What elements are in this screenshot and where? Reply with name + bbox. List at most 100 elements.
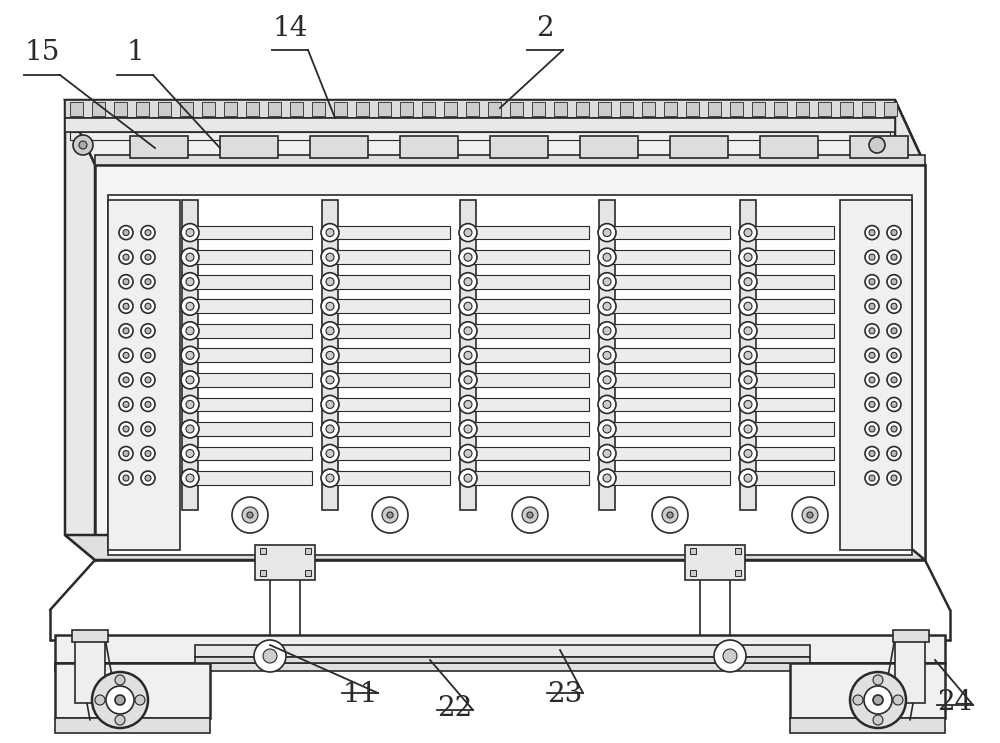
- Circle shape: [135, 695, 145, 705]
- Text: 22: 22: [437, 695, 473, 721]
- Polygon shape: [65, 100, 95, 560]
- Circle shape: [739, 444, 757, 463]
- Bar: [332, 324, 450, 337]
- Bar: [840, 102, 853, 116]
- Bar: [609, 299, 730, 313]
- Circle shape: [850, 672, 906, 728]
- Circle shape: [459, 371, 477, 389]
- Circle shape: [119, 250, 133, 265]
- Circle shape: [119, 348, 133, 363]
- Bar: [750, 226, 834, 239]
- Circle shape: [372, 497, 408, 533]
- Bar: [895, 638, 925, 703]
- Circle shape: [603, 474, 611, 482]
- Circle shape: [181, 224, 199, 241]
- Bar: [750, 275, 834, 288]
- Bar: [65, 100, 895, 118]
- Bar: [850, 136, 908, 158]
- Text: 23: 23: [547, 681, 583, 709]
- Circle shape: [891, 352, 897, 358]
- Bar: [75, 638, 105, 703]
- Circle shape: [739, 322, 757, 340]
- Bar: [422, 102, 435, 116]
- Circle shape: [603, 327, 611, 335]
- Bar: [192, 398, 312, 412]
- Circle shape: [869, 254, 875, 260]
- Bar: [444, 102, 457, 116]
- Circle shape: [321, 469, 339, 487]
- Bar: [268, 102, 281, 116]
- Circle shape: [123, 303, 129, 309]
- Circle shape: [326, 229, 334, 236]
- Circle shape: [603, 302, 611, 311]
- Circle shape: [869, 352, 875, 358]
- Bar: [664, 102, 677, 116]
- Circle shape: [459, 224, 477, 241]
- Bar: [642, 102, 655, 116]
- Circle shape: [141, 275, 155, 289]
- Circle shape: [181, 346, 199, 364]
- Circle shape: [891, 450, 897, 456]
- Bar: [332, 471, 450, 485]
- Circle shape: [869, 426, 875, 432]
- Circle shape: [464, 351, 472, 360]
- Circle shape: [739, 371, 757, 389]
- Circle shape: [603, 278, 611, 286]
- Bar: [322, 200, 338, 510]
- Circle shape: [387, 512, 393, 518]
- Bar: [470, 250, 589, 264]
- Circle shape: [459, 469, 477, 487]
- Circle shape: [598, 273, 616, 291]
- Circle shape: [891, 475, 897, 481]
- Circle shape: [181, 248, 199, 266]
- Circle shape: [802, 507, 818, 523]
- Circle shape: [598, 346, 616, 364]
- Bar: [670, 136, 728, 158]
- Circle shape: [603, 253, 611, 261]
- Circle shape: [887, 373, 901, 387]
- Bar: [790, 718, 945, 733]
- Circle shape: [667, 512, 673, 518]
- Circle shape: [186, 229, 194, 236]
- Bar: [108, 200, 180, 550]
- Bar: [65, 118, 895, 132]
- Circle shape: [181, 444, 199, 463]
- Bar: [255, 545, 315, 580]
- Bar: [192, 373, 312, 386]
- Bar: [136, 102, 149, 116]
- Circle shape: [145, 426, 151, 432]
- Circle shape: [464, 229, 472, 236]
- Bar: [220, 136, 278, 158]
- Circle shape: [145, 279, 151, 285]
- Circle shape: [598, 297, 616, 315]
- Circle shape: [119, 373, 133, 387]
- Bar: [818, 102, 831, 116]
- Circle shape: [887, 422, 901, 436]
- Circle shape: [887, 447, 901, 461]
- Circle shape: [865, 447, 879, 461]
- Bar: [840, 200, 912, 550]
- Circle shape: [242, 507, 258, 523]
- Circle shape: [598, 420, 616, 438]
- Circle shape: [598, 322, 616, 340]
- Circle shape: [744, 474, 752, 482]
- Circle shape: [123, 352, 129, 358]
- Circle shape: [106, 686, 134, 714]
- Circle shape: [865, 250, 879, 265]
- Circle shape: [181, 469, 199, 487]
- Circle shape: [145, 328, 151, 334]
- Circle shape: [603, 351, 611, 360]
- Bar: [470, 471, 589, 485]
- Circle shape: [887, 250, 901, 265]
- Bar: [246, 102, 259, 116]
- Text: 11: 11: [342, 681, 378, 709]
- Bar: [796, 102, 809, 116]
- Circle shape: [247, 512, 253, 518]
- Circle shape: [464, 425, 472, 433]
- Circle shape: [145, 230, 151, 236]
- Circle shape: [744, 253, 752, 261]
- Bar: [609, 447, 730, 461]
- Circle shape: [459, 420, 477, 438]
- Bar: [774, 102, 787, 116]
- Circle shape: [744, 450, 752, 458]
